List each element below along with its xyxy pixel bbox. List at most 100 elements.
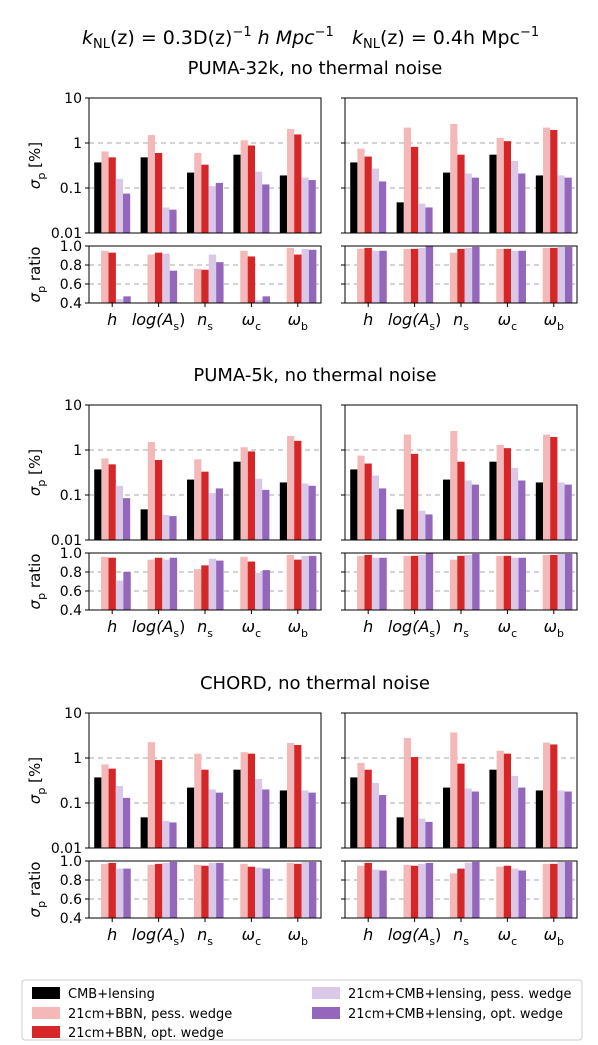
- bar: [418, 818, 426, 848]
- bar: [378, 181, 387, 233]
- ratio-bar: [379, 557, 387, 610]
- legend-label: CMB+lensing: [68, 987, 155, 1002]
- bar: [254, 779, 263, 848]
- y-tick-label: 1.0: [60, 239, 82, 255]
- ratio-bar: [308, 249, 317, 303]
- bar: [543, 434, 551, 540]
- bar: [301, 177, 309, 233]
- ratio-bar: [262, 868, 270, 918]
- legend-label: 21cm+BBN, pess. wedge: [68, 1007, 232, 1022]
- bar: [215, 182, 223, 233]
- bar: [364, 769, 372, 848]
- bar: [503, 753, 511, 848]
- bar: [194, 152, 202, 233]
- panel-left: 0.01 0.1 1 10 0.4 0.6 0.8 1.0 h log(As) ns ωc ωb: [51, 91, 322, 333]
- bar: [496, 444, 504, 540]
- ratio-bar: [294, 559, 302, 610]
- bar: [122, 498, 131, 540]
- ratio-bar: [457, 248, 465, 303]
- bar: [535, 790, 544, 848]
- ratio-bar: [496, 248, 504, 303]
- chart-area: PUMA-32k, no thermal noise σp [%] σp ratio…: [26, 58, 578, 948]
- bar: [403, 434, 412, 540]
- bar: [147, 442, 156, 540]
- bar: [240, 140, 248, 233]
- x-tick-label: ωc: [242, 925, 261, 948]
- ratio-bar: [357, 555, 365, 610]
- bar: [301, 483, 309, 540]
- bar: [496, 750, 504, 848]
- bar: [247, 451, 255, 540]
- ratio-bar: [162, 862, 170, 918]
- ratio-bar: [247, 256, 256, 303]
- svg-text:kNL(z) = 0.4h Mpc−1: kNL(z) = 0.4h Mpc−1: [352, 25, 539, 52]
- bar: [101, 151, 109, 233]
- bar: [425, 821, 433, 848]
- bar: [147, 742, 156, 848]
- ratio-bar: [449, 252, 458, 303]
- ratio-bar: [557, 861, 565, 918]
- x-tick-label: ωb: [288, 925, 308, 948]
- bar: [308, 792, 316, 848]
- legend-swatch: [32, 987, 60, 999]
- panel-right: h log(As) ns ωc ωb: [341, 97, 578, 333]
- ratio-bar: [564, 246, 573, 303]
- y-tick-label: 0.8: [60, 565, 82, 581]
- bar: [489, 769, 497, 848]
- ratio-bar: [503, 555, 512, 610]
- bar: [425, 207, 433, 233]
- legend: CMB+lensing 21cm+BBN, pess. wedge 21cm+BBN…: [21, 979, 583, 1041]
- x-tick-label: ωb: [544, 310, 564, 333]
- ratio-bar: [550, 247, 558, 303]
- ratio-bar: [169, 270, 178, 303]
- ratio-bar: [255, 300, 263, 303]
- experiment-title: PUMA-32k, no thermal noise: [188, 58, 443, 79]
- bar: [518, 480, 526, 540]
- ratio-bar: [364, 862, 372, 918]
- x-tick-label: log(As): [132, 617, 186, 640]
- sigma-axis-label: σp [%]: [26, 757, 48, 804]
- bar: [450, 732, 458, 848]
- bar: [564, 484, 572, 540]
- ratio-bar: [201, 269, 209, 303]
- ratio-bar: [518, 557, 526, 610]
- sigma-panel-frame: [88, 404, 322, 541]
- ratio-bar: [255, 572, 263, 610]
- x-tick-label: ns: [197, 925, 213, 948]
- bar: [378, 795, 387, 848]
- ratio-bar: [193, 268, 202, 303]
- bar: [208, 493, 216, 540]
- legend-swatch: [32, 1007, 60, 1019]
- bar: [464, 173, 472, 233]
- ratio-bar: [403, 248, 411, 303]
- ratio-bar: [472, 246, 480, 303]
- bar: [471, 177, 479, 233]
- bar: [378, 488, 387, 540]
- bar: [471, 791, 479, 848]
- legend-label: 21cm+CMB+lensing, pess. wedge: [348, 987, 572, 1002]
- ratio-bar: [108, 862, 116, 918]
- ratio-axis-label: σp ratio: [26, 247, 48, 303]
- ratio-bar: [449, 559, 458, 610]
- bar: [147, 135, 156, 233]
- ratio-bar: [418, 247, 426, 303]
- bar: [489, 154, 497, 233]
- x-tick-label: h: [363, 310, 373, 329]
- x-tick-label: h: [107, 925, 117, 944]
- ratio-bar: [247, 561, 256, 610]
- bar: [518, 173, 526, 233]
- ratio-bar: [511, 868, 519, 918]
- sigma-panel-frame: [344, 97, 578, 234]
- x-tick-label: ωc: [498, 925, 517, 948]
- ratio-bar: [464, 862, 473, 918]
- ratio-bar: [449, 873, 458, 918]
- x-tick-label: log(As): [388, 617, 442, 640]
- bar: [364, 463, 372, 540]
- bar: [115, 785, 123, 848]
- ratio-axis-label: σp ratio: [26, 862, 48, 918]
- bar: [215, 488, 223, 540]
- bar: [457, 154, 465, 233]
- bar: [287, 435, 295, 540]
- ratio-bar: [503, 865, 512, 918]
- bar: [496, 137, 504, 233]
